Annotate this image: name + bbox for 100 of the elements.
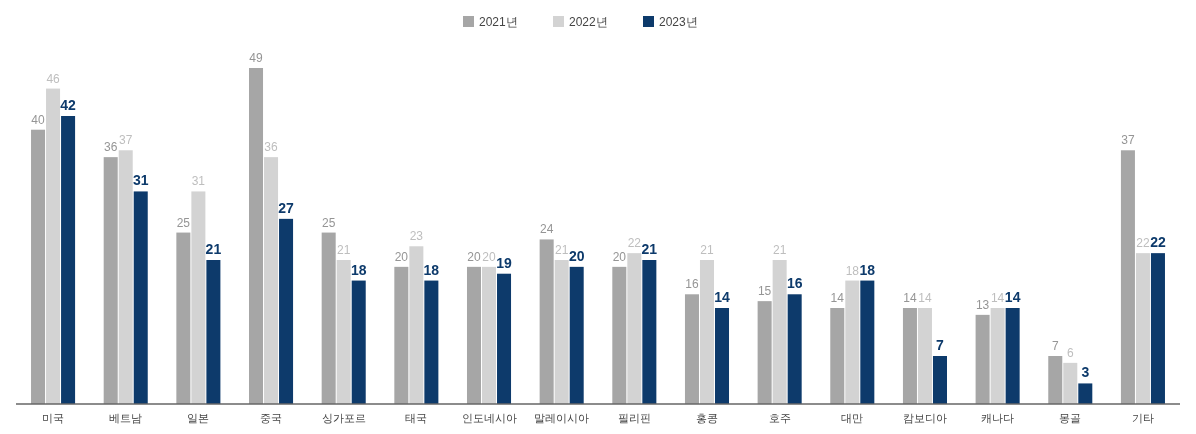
bar <box>1078 383 1093 404</box>
bar <box>715 308 730 404</box>
legend-label: 2021년 <box>479 15 518 29</box>
bar <box>1150 253 1165 404</box>
bar <box>206 260 221 404</box>
x-tick-label: 캄보디아 <box>902 412 947 424</box>
bar <box>133 191 148 404</box>
bar <box>830 308 845 404</box>
bar <box>569 266 584 404</box>
bar <box>409 246 424 404</box>
data-label: 37 <box>119 133 133 148</box>
data-label: 31 <box>191 174 206 189</box>
data-label: 3 <box>1081 364 1090 381</box>
data-label: 16 <box>685 277 699 292</box>
x-tick-label: 싱가포르 <box>321 412 366 424</box>
x-tick-label: 말레이시아 <box>534 412 590 424</box>
data-label: 18 <box>350 261 367 278</box>
bar <box>466 266 481 404</box>
data-label: 23 <box>409 229 424 244</box>
data-label: 7 <box>1051 339 1059 353</box>
data-label: 13 <box>975 297 990 312</box>
data-label: 7 <box>936 337 945 353</box>
x-tick-label: 필리핀 <box>617 412 651 424</box>
bar <box>684 294 699 404</box>
data-label: 21 <box>205 241 222 257</box>
data-label: 6 <box>1066 345 1074 360</box>
bar <box>932 356 947 404</box>
data-label: 22 <box>1136 236 1150 251</box>
bar <box>336 260 351 404</box>
data-label: 14 <box>1004 289 1021 305</box>
legend-label: 2023년 <box>659 15 698 29</box>
bar <box>539 239 554 404</box>
bar <box>118 150 133 404</box>
data-label: 46 <box>46 71 61 86</box>
bar <box>772 260 787 404</box>
bar <box>975 314 990 404</box>
data-label: 36 <box>104 140 118 155</box>
bar <box>1135 253 1150 404</box>
data-label: 20 <box>568 247 585 264</box>
bar <box>321 232 336 404</box>
bar <box>1120 150 1135 404</box>
x-tick-label: 일본 <box>187 412 210 424</box>
data-label: 16 <box>786 275 803 292</box>
x-tick-label: 미국 <box>42 412 65 424</box>
data-label: 21 <box>641 241 658 257</box>
data-label: 18 <box>423 261 440 278</box>
data-label: 14 <box>903 291 917 305</box>
bar <box>699 260 714 404</box>
bar <box>497 273 512 404</box>
bar <box>264 157 279 404</box>
data-label: 20 <box>467 249 481 264</box>
bar <box>176 232 191 404</box>
bar <box>394 266 409 404</box>
data-label: 21 <box>772 243 787 257</box>
data-label: 22 <box>627 236 642 251</box>
x-tick-label: 베트남 <box>109 412 143 424</box>
bar <box>46 88 61 404</box>
data-label: 20 <box>612 249 627 264</box>
data-label: 24 <box>539 222 554 237</box>
data-label: 14 <box>830 291 845 305</box>
bar <box>351 280 366 404</box>
data-label: 42 <box>60 97 77 113</box>
legend-label: 2022년 <box>569 15 608 29</box>
bar <box>1048 356 1063 404</box>
x-tick-label: 홍콩 <box>695 412 718 424</box>
x-tick-label: 인도네시아 <box>461 412 517 424</box>
data-label: 25 <box>322 215 336 230</box>
x-tick-label: 캐나다 <box>981 412 1015 424</box>
data-label: 14 <box>918 291 932 305</box>
bar <box>61 116 76 404</box>
bar <box>627 253 642 404</box>
bar <box>482 266 497 404</box>
x-tick-label: 몽골 <box>1059 412 1082 424</box>
data-label: 18 <box>859 261 876 278</box>
bar <box>249 68 264 404</box>
bar <box>612 266 627 404</box>
x-tick-label: 기타 <box>1131 412 1154 424</box>
x-tick-label: 대만 <box>841 412 864 424</box>
data-label: 21 <box>337 243 351 257</box>
x-tick-label: 태국 <box>405 412 428 424</box>
data-label: 21 <box>554 243 569 257</box>
data-label: 22 <box>1150 234 1166 251</box>
bar <box>554 260 569 404</box>
data-label: 25 <box>176 215 191 230</box>
data-label: 14 <box>990 291 1005 305</box>
data-label: 18 <box>845 263 860 278</box>
data-label: 19 <box>496 254 513 271</box>
data-label: 49 <box>249 51 264 65</box>
bar <box>860 280 875 404</box>
data-label: 20 <box>394 249 409 264</box>
bar <box>279 218 294 404</box>
bar <box>902 308 917 404</box>
data-label: 36 <box>264 140 279 155</box>
data-label: 21 <box>700 243 714 257</box>
bar <box>757 301 772 404</box>
data-label: 40 <box>31 112 46 127</box>
data-label: 37 <box>1121 133 1135 148</box>
bar <box>787 294 802 404</box>
bar <box>31 129 46 404</box>
bar <box>845 280 860 404</box>
